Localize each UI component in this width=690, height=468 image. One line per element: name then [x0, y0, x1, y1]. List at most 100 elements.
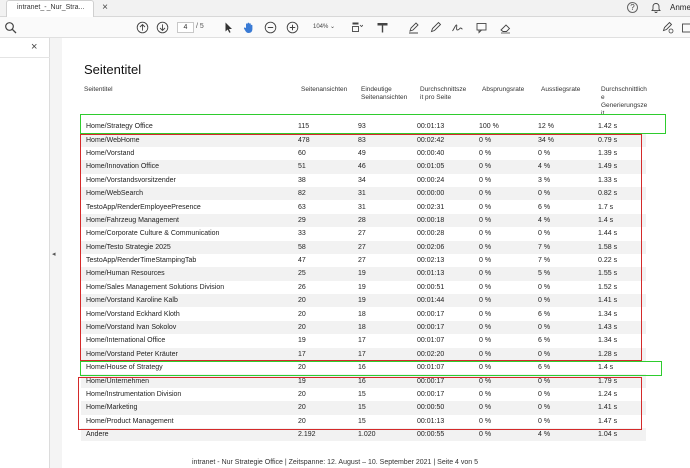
generation-time-cell: 1.7 s — [598, 203, 614, 211]
exit-rate-cell: 12 % — [538, 123, 554, 131]
bounce-rate-cell: 0 % — [479, 203, 492, 211]
select-cursor-icon[interactable] — [222, 21, 235, 34]
col-header-bounce-rate: Absprungsrate — [482, 86, 525, 93]
hand-tool-icon[interactable] — [242, 21, 255, 34]
page-title-cell: Home/Sales Management Solutions Division — [86, 283, 225, 291]
exit-rate-cell: 0 % — [538, 149, 551, 157]
page-fit-icon[interactable] — [350, 21, 363, 34]
avg-time-cell: 00:02:31 — [417, 203, 445, 211]
next-page-icon[interactable] — [156, 21, 169, 34]
previous-page-icon[interactable] — [136, 21, 149, 34]
table-row: Home/Vorstand Peter Kräuter 17 17 00:02:20 0… — [81, 347, 646, 362]
table-row: Home/Corporate Culture & Communication 33… — [81, 227, 646, 240]
document-tab[interactable]: intranet_-_Nur_Stra... — [6, 0, 94, 17]
views-cell: 25 — [298, 267, 358, 281]
generation-time-cell: 1.52 s — [598, 283, 618, 291]
sign-in-label[interactable]: Anme — [670, 3, 690, 12]
sidebar-divider — [0, 57, 50, 58]
avg-time-cell: 00:01:13 — [417, 417, 445, 425]
page-title-cell: Home/Unternehmen — [81, 374, 298, 388]
exit-rate-cell: 5 % — [538, 267, 598, 281]
page-title-cell: Home/Marketing — [81, 401, 298, 415]
pen-icon[interactable] — [429, 21, 442, 34]
bounce-rate-cell: 0 % — [479, 213, 538, 228]
exit-rate-cell: 4 % — [538, 427, 598, 442]
avg-time-cell: 00:00:40 — [417, 149, 445, 157]
views-cell: 20 — [298, 320, 358, 335]
sign-icon[interactable] — [451, 21, 464, 34]
unique-views-cell: 27 — [358, 230, 366, 238]
unique-views-cell: 28 — [358, 213, 417, 228]
unique-views-cell: 17 — [358, 347, 417, 362]
table-row: Home/Instrumentation Division 20 15 00:00:1… — [81, 388, 646, 401]
zoom-out-icon[interactable] — [264, 21, 277, 34]
page-title-cell: Home/Vorstandsvorsitzender — [86, 176, 176, 184]
generation-time-cell: 1.47 s — [598, 417, 618, 425]
avg-time-cell: 00:02:06 — [417, 240, 479, 254]
col-header-exit-rate: Ausstiegsrate — [541, 86, 581, 93]
edit-with-sign-icon[interactable] — [661, 21, 674, 34]
highlight-icon[interactable] — [407, 21, 420, 34]
unique-views-cell: 31 — [358, 203, 366, 211]
avg-time-cell: 00:02:13 — [417, 257, 445, 265]
help-icon[interactable]: ? — [627, 2, 638, 13]
page-title-cell: Home/Vorstand Ivan Sokolov — [81, 320, 298, 335]
exit-rate-cell: 7 % — [538, 240, 598, 254]
page-total-label: / 5 — [196, 23, 204, 30]
exit-rate-cell: 0 % — [538, 347, 598, 362]
avg-time-cell: 00:01:44 — [417, 294, 479, 308]
table-row: Home/Fahrzeug Management 29 28 00:00:18 0 % 4… — [81, 213, 646, 228]
unique-views-cell: 17 — [358, 337, 366, 345]
views-cell: 2.192 — [298, 427, 358, 442]
avg-time-cell: 00:00:17 — [417, 320, 479, 335]
bell-icon[interactable] — [650, 2, 662, 14]
avg-time-cell: 00:01:13 — [417, 267, 479, 281]
generation-time-cell: 1.55 s — [598, 267, 646, 281]
views-cell: 38 — [298, 176, 306, 184]
zoom-level-dropdown[interactable]: 104% ⌄ — [313, 24, 336, 30]
page-title-cell: Home/Product Management — [86, 417, 174, 425]
exit-rate-cell: 0 % — [538, 186, 598, 201]
bounce-rate-cell: 0 % — [479, 347, 538, 362]
page-title-cell: Home/Vorstand Karoline Kalb — [81, 294, 298, 308]
exit-rate-cell: 0 % — [538, 283, 551, 291]
generation-time-cell: 1.4 s — [598, 213, 646, 228]
search-icon[interactable] — [4, 21, 17, 34]
generation-time-cell: 0.82 s — [598, 186, 646, 201]
views-cell: 58 — [298, 240, 358, 254]
table-row: Andere 2.192 1.020 00:00:55 0 % 4 % 1.04 s — [81, 427, 646, 442]
sidebar-close-icon[interactable]: × — [31, 41, 38, 53]
bounce-rate-cell: 0 % — [479, 320, 538, 335]
page-title-cell: Home/Vorstand Peter Kräuter — [81, 347, 298, 362]
unique-views-cell: 15 — [358, 391, 366, 398]
exit-rate-cell: 0 % — [538, 401, 598, 415]
comment-icon[interactable] — [475, 21, 488, 34]
tab-bar: intranet_-_Nur_Stra... × ? Anme — [0, 0, 690, 17]
page-number-input[interactable]: 4 — [177, 22, 194, 33]
table-row: Home/Unternehmen 19 16 00:00:17 0 % 0 % 1.79 s — [81, 374, 646, 388]
avg-time-cell: 00:00:24 — [417, 176, 445, 184]
share-icon[interactable] — [681, 21, 690, 34]
sidebar-collapse-icon[interactable]: ◂ — [52, 251, 56, 258]
zoom-in-icon[interactable] — [286, 21, 299, 34]
unique-views-cell: 15 — [358, 401, 417, 415]
bounce-rate-cell: 0 % — [479, 149, 492, 157]
bounce-rate-cell: 0 % — [479, 267, 538, 281]
avg-time-cell: 00:00:17 — [417, 374, 479, 388]
avg-time-cell: 00:01:07 — [417, 337, 445, 345]
unique-views-cell: 83 — [358, 133, 417, 147]
text-tool-icon[interactable] — [376, 21, 389, 34]
page-title-cell: TestoApp/RenderEmployeePresence — [86, 203, 201, 211]
bounce-rate-cell: 0 % — [479, 364, 492, 372]
col-header-unique-views: Eindeutige Seitenansichten — [361, 86, 408, 101]
exit-rate-cell: 7 % — [538, 257, 551, 265]
page-title-cell: Home/Human Resources — [81, 267, 298, 281]
tab-close-icon[interactable]: × — [102, 2, 108, 13]
views-cell: 63 — [298, 203, 306, 211]
unique-views-cell: 16 — [358, 364, 366, 372]
views-cell: 20 — [298, 310, 306, 318]
eraser-icon[interactable] — [499, 21, 512, 34]
unique-views-cell: 34 — [358, 176, 366, 184]
avg-time-cell: 00:01:07 — [417, 364, 445, 372]
exit-rate-cell: 6 % — [538, 310, 551, 318]
